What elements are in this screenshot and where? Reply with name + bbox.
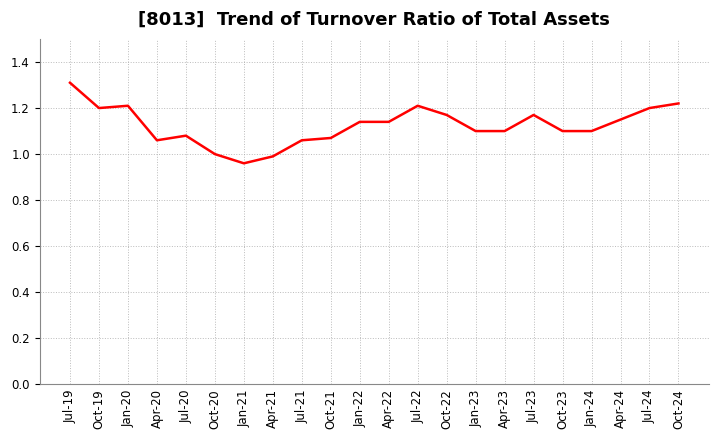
Title: [8013]  Trend of Turnover Ratio of Total Assets: [8013] Trend of Turnover Ratio of Total … [138,11,610,29]
